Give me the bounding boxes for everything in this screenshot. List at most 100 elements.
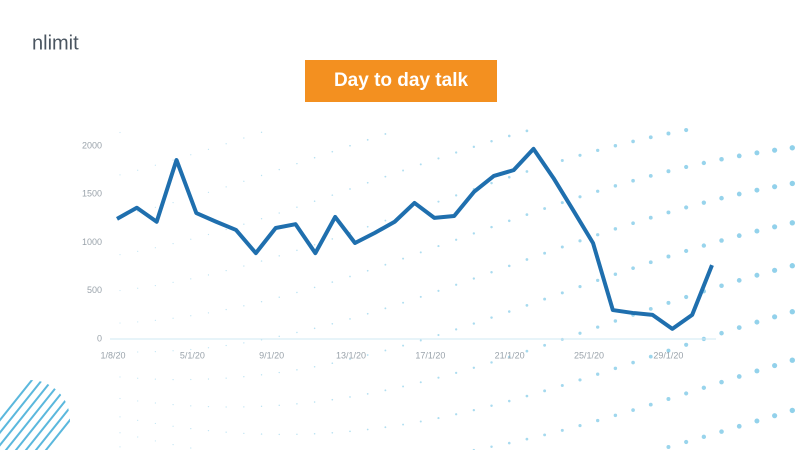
bg-dot [613, 227, 618, 231]
bg-dot [507, 264, 511, 268]
bg-dot [384, 349, 387, 352]
bg-dot [701, 385, 707, 390]
bg-dot [472, 408, 476, 412]
bg-dot [260, 433, 263, 435]
bg-dot [613, 319, 618, 323]
bg-dot [789, 309, 795, 315]
bg-dot [525, 170, 529, 173]
bg-dot [137, 419, 139, 421]
bg-dot [137, 169, 139, 171]
bg-dot [560, 158, 564, 162]
bg-dot [154, 350, 156, 353]
bg-dot [207, 312, 210, 314]
bg-dot [384, 389, 387, 392]
bg-dot [119, 376, 121, 378]
bg-dot [207, 378, 210, 380]
bg-dot [578, 239, 582, 243]
bg-dot [701, 243, 707, 248]
bg-dot [437, 416, 440, 420]
bg-dot [419, 163, 422, 166]
bg-dot [243, 342, 245, 344]
bg-dot [207, 429, 210, 432]
bg-dot [437, 333, 440, 337]
bg-dot [455, 238, 458, 241]
bg-dot [296, 291, 298, 294]
bg-dot [613, 366, 618, 371]
bg-dot [666, 397, 671, 402]
bg-dot [331, 398, 334, 401]
bg-dot [172, 444, 174, 446]
x-tick-label: 21/1/20 [495, 350, 525, 360]
bg-dot [543, 343, 547, 347]
bg-dot [754, 319, 760, 325]
bg-dot [666, 348, 671, 353]
x-tick-label: 13/1/20 [336, 350, 366, 360]
bg-dot [172, 378, 174, 381]
bg-dot [490, 445, 493, 448]
bg-dot [402, 301, 405, 304]
bg-dot [260, 374, 263, 376]
bg-dot [560, 291, 564, 295]
bg-dot [119, 432, 121, 434]
bg-dot [684, 164, 689, 170]
bg-dot [260, 174, 263, 177]
bg-dot [525, 349, 529, 353]
bg-dot [455, 371, 458, 374]
bg-dot [154, 319, 156, 321]
bg-dot [684, 205, 689, 210]
bg-dot [684, 391, 689, 396]
bg-dot [296, 331, 298, 334]
bg-dot [349, 144, 351, 147]
bg-dot [225, 143, 227, 145]
background-dots [119, 127, 795, 450]
bg-dot [596, 148, 600, 153]
bg-dot [278, 168, 280, 171]
bg-dot [455, 413, 458, 416]
bg-dot [260, 218, 263, 220]
bg-dot [736, 423, 742, 429]
bg-dot [754, 418, 760, 424]
bg-dot [419, 381, 422, 384]
bg-dot [701, 160, 707, 166]
bg-dot [278, 296, 280, 298]
bg-dot [472, 232, 476, 235]
bg-dot [172, 243, 174, 245]
bg-dot [455, 151, 458, 154]
bg-dot [543, 251, 547, 255]
bg-dot [578, 195, 582, 199]
bg-dot [613, 184, 618, 188]
bg-dot [119, 174, 121, 176]
bg-dot [648, 135, 653, 140]
bg-dot [631, 266, 635, 270]
bg-dot [525, 303, 529, 307]
bg-dot [313, 327, 316, 330]
bg-dot [207, 233, 210, 236]
bg-dot [225, 344, 227, 347]
bg-dot [384, 307, 387, 310]
bg-dot [313, 156, 316, 159]
y-tick-label: 500 [87, 285, 102, 295]
bg-dot [719, 238, 724, 243]
bg-dot [366, 354, 369, 356]
bg-dot [613, 272, 618, 276]
bg-dot [366, 392, 369, 395]
bg-dot [190, 154, 192, 156]
bg-dot [578, 424, 582, 428]
bg-dot [754, 187, 760, 193]
bg-dot [402, 385, 405, 388]
bg-dot [207, 191, 210, 193]
bg-dot [278, 371, 280, 374]
bg-dot [578, 331, 582, 335]
bg-dot [596, 418, 600, 423]
bg-dot [772, 314, 778, 320]
bg-dot [490, 404, 493, 407]
bg-dot [613, 413, 618, 418]
bg-dot [543, 433, 547, 437]
bg-dot [631, 221, 635, 226]
bg-dot [719, 195, 724, 201]
bg-dot [701, 434, 707, 440]
bg-dot [437, 376, 440, 379]
bg-dot [772, 413, 778, 419]
logo: nlimit [32, 32, 79, 54]
